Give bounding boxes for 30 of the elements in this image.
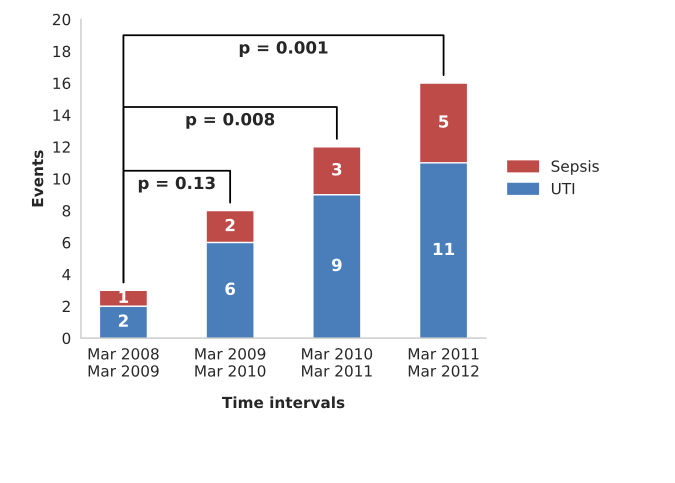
x-tick-label: Mar 2010 Mar 2011 bbox=[302, 348, 372, 377]
x-tick-label: Mar 2009 Mar 2010 bbox=[195, 348, 266, 377]
data-label: 6 bbox=[225, 282, 236, 296]
x-axis-title: Time intervals bbox=[222, 396, 344, 408]
annotation: p = 0.008 bbox=[186, 112, 274, 129]
legend-label: UTI bbox=[552, 183, 574, 194]
y-tick-label: 12 bbox=[54, 141, 70, 153]
data-label: 2 bbox=[226, 218, 234, 232]
y-tick-label: 8 bbox=[62, 205, 70, 217]
annotation: p = 0.001 bbox=[240, 41, 328, 57]
y-tick-label: 16 bbox=[54, 78, 70, 90]
data-label: 5 bbox=[439, 115, 448, 128]
x-tick-label: Mar 2011 Mar 2012 bbox=[408, 348, 478, 377]
y-tick-label: 2 bbox=[62, 300, 70, 312]
data-label: 2 bbox=[118, 314, 128, 327]
legend-label: Sepsis bbox=[552, 160, 599, 175]
y-tick-label: 10 bbox=[54, 173, 70, 185]
y-axis-title: Events bbox=[32, 150, 44, 206]
data-label: 1 bbox=[120, 290, 128, 303]
x-tick-label: Mar 2008 Mar 2009 bbox=[88, 348, 159, 377]
data-label: 9 bbox=[332, 258, 342, 272]
data-label: 3 bbox=[332, 162, 342, 176]
annotation: p = 0.13 bbox=[138, 176, 215, 192]
y-tick-label: 6 bbox=[62, 236, 70, 248]
y-tick-label: 18 bbox=[54, 46, 70, 58]
y-tick-label: 14 bbox=[54, 110, 70, 121]
y-tick-label: 4 bbox=[62, 269, 70, 280]
y-tick-label: 0 bbox=[62, 332, 70, 344]
data-label: 11 bbox=[434, 242, 454, 256]
y-tick-label: 20 bbox=[52, 14, 70, 26]
